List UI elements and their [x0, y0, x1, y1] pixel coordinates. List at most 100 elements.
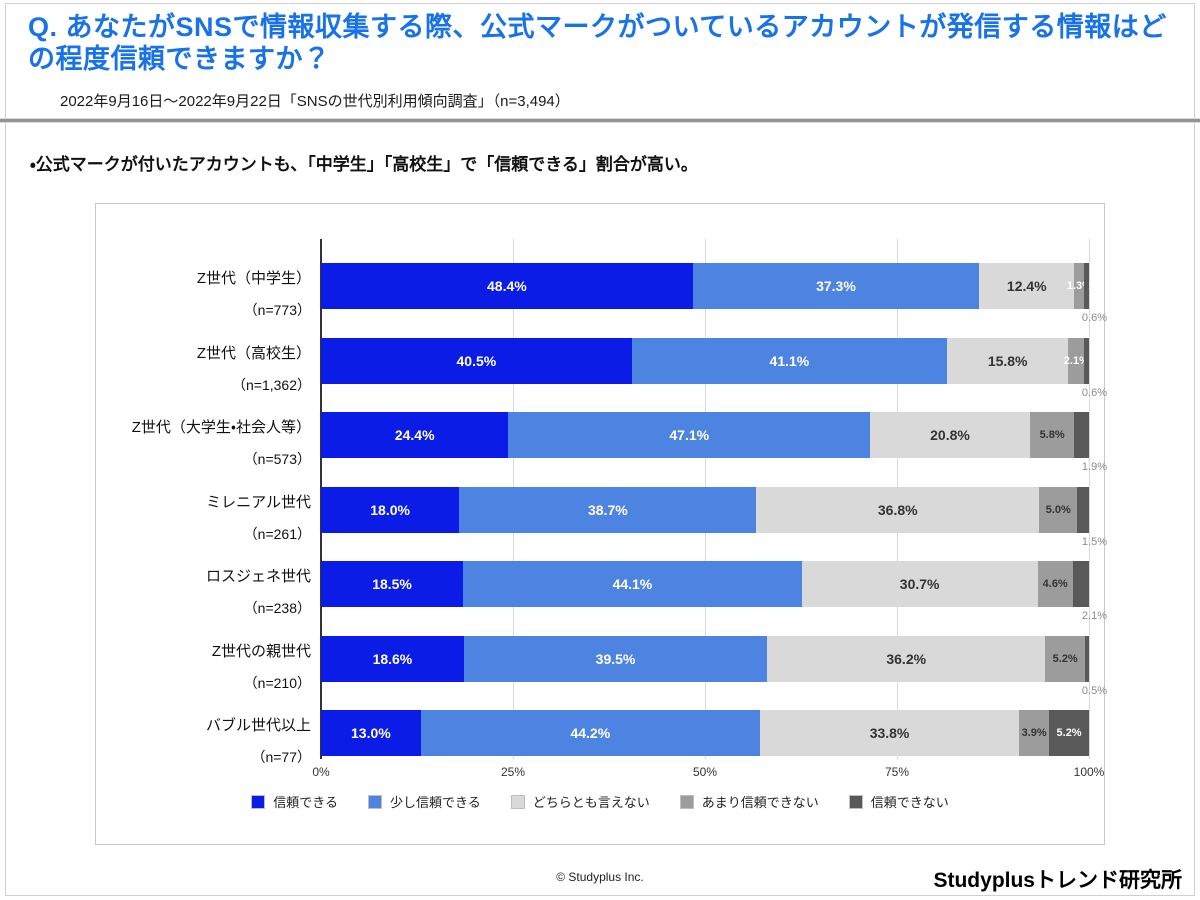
segment-value-label: 33.8%	[869, 725, 910, 741]
legend-item: どちらとも言えない	[510, 792, 650, 811]
segment-value-label: 44.1%	[612, 576, 653, 592]
legend-swatch-icon	[679, 794, 694, 809]
legend-label: 少し信頼できる	[389, 795, 481, 810]
segment-trustable: 24.4%	[321, 412, 509, 458]
sample-size: （n=77）	[251, 749, 311, 765]
segment-neither: 36.2%	[767, 635, 1046, 682]
segment-not-trustable	[1074, 412, 1089, 458]
x-tick-label: 75%	[884, 765, 910, 779]
segment-somewhat-trustable: 38.7%	[459, 486, 757, 533]
legend-swatch-icon	[367, 794, 382, 809]
segment-value-label-outside: 0.5%	[1081, 684, 1107, 697]
segment-not-very-trustable: 4.6%	[1037, 561, 1073, 607]
segment-not-trustable	[1072, 561, 1089, 607]
legend-label: あまり信頼できない	[701, 795, 819, 810]
segment-not-trustable	[1084, 337, 1089, 384]
segment-value-label: 40.5%	[456, 352, 497, 369]
segment-not-trustable	[1084, 263, 1089, 309]
row-label: Z世代（大学生・社会人等） （n=573）	[104, 420, 311, 466]
legend: 信頼できる 少し信頼できる どちらとも言えない あまり信頼できない 信頼できない	[96, 792, 1104, 811]
category-axis: Z世代（中学生） （n=773） Z世代（高校生） （n=1,362） Z世代（大学生・…	[104, 239, 311, 764]
legend-swatch-icon	[251, 794, 266, 809]
segment-somewhat-trustable: 47.1%	[508, 412, 871, 458]
segment-value-label: 5.8%	[1039, 429, 1065, 441]
legend-item: 少し信頼できる	[367, 792, 481, 811]
generation-name: Z世代（中学生）	[196, 270, 311, 287]
gridline	[1089, 239, 1090, 759]
segment-trustable: 18.6%	[321, 635, 464, 682]
segment-not-very-trustable: 5.8%	[1029, 412, 1075, 458]
generation-name: Z世代（高校生）	[196, 344, 311, 362]
segment-somewhat-trustable: 37.3%	[692, 263, 980, 309]
segment-neither: 20.8%	[870, 412, 1030, 458]
sample-size: （n=261）	[243, 525, 311, 542]
x-tick-label: 0%	[312, 765, 330, 779]
legend-label: 信頼できない	[870, 795, 949, 810]
segment-value-label: 2.1%	[1063, 354, 1089, 367]
segment-value-label: 39.5%	[595, 650, 636, 667]
generation-name: Z世代（大学生・社会人等）	[131, 419, 311, 436]
row-label: Z世代の親世代 （n=210）	[104, 644, 311, 690]
generation-name: ミレニアル世代	[206, 493, 311, 511]
segment-neither: 33.8%	[759, 710, 1020, 756]
chart-panel: Z世代（中学生） （n=773） Z世代（高校生） （n=1,362） Z世代（大学生・…	[95, 203, 1107, 845]
segment-value-label: 4.6%	[1042, 578, 1068, 590]
segment-value-label-outside: 1.9%	[1081, 461, 1107, 473]
segment-trustable: 18.5%	[321, 561, 464, 607]
segment-somewhat-trustable: 44.1%	[463, 561, 802, 607]
segment-value-label: 37.3%	[816, 278, 856, 294]
bar-row: 40.5% 41.1% 15.8% 2.1% 0.6%	[321, 337, 1107, 399]
sample-size: （n=1,362）	[232, 376, 311, 393]
segment-value-label: 24.4%	[394, 427, 435, 443]
bar-row: 24.4% 47.1% 20.8% 5.8% 1.9%	[321, 412, 1107, 473]
segment-not-very-trustable: 3.9%	[1019, 710, 1050, 756]
segment-somewhat-trustable: 39.5%	[463, 635, 768, 682]
question-title: Q. あなたがSNSで情報収集する際、公式マークがついているアカウントが発信する…	[28, 12, 1167, 74]
segment-not-very-trustable: 1.3%	[1067, 263, 1092, 309]
legend-swatch-icon	[510, 794, 525, 809]
segment-not-trustable: 5.2%	[1049, 710, 1089, 756]
legend-item: あまり信頼できない	[679, 792, 819, 811]
x-tick-label: 25%	[500, 765, 526, 779]
segment-somewhat-trustable: 41.1%	[631, 337, 948, 384]
segment-value-label: 44.2%	[570, 725, 611, 741]
segment-value-label: 36.2%	[886, 650, 927, 667]
bar-row: 48.4% 37.3% 12.4% 1.3% 0.6%	[321, 263, 1107, 324]
segment-not-very-trustable: 2.1%	[1064, 337, 1089, 384]
bar-row: 18.5% 44.1% 30.7% 4.6% 2.1%	[321, 561, 1107, 622]
row-label: ミレニアル世代 （n=261）	[104, 495, 311, 541]
segment-trustable: 40.5%	[321, 337, 632, 384]
x-tick-label: 100%	[1073, 765, 1105, 779]
segment-value-label: 3.9%	[1021, 727, 1047, 739]
plot-area: 0% 25% 50% 75% 100% 48.4% 37.3% 12.4% 1.3% 0.6% 40…	[312, 239, 1107, 779]
generation-name: ロスジェネ世代	[205, 568, 311, 585]
copyright: © Studyplus Inc.	[556, 870, 644, 884]
segment-trustable: 48.4%	[321, 263, 693, 309]
segment-value-label: 47.1%	[669, 427, 710, 443]
sample-size: （n=238）	[243, 600, 311, 616]
segment-trustable: 18.0%	[321, 486, 460, 533]
segment-not-very-trustable: 5.0%	[1039, 486, 1078, 533]
bar-row: 13.0% 44.2% 33.8% 3.9% 5.2%	[321, 710, 1089, 756]
row-label: Z世代（高校生） （n=1,362）	[104, 346, 311, 392]
sample-size: （n=773）	[243, 302, 311, 318]
segment-value-label-outside: 2.1%	[1081, 610, 1107, 622]
segment-value-label: 5.0%	[1045, 503, 1071, 516]
sample-size: （n=573）	[243, 451, 311, 467]
segment-value-label: 18.0%	[370, 501, 410, 518]
legend-swatch-icon	[848, 794, 863, 809]
survey-subtitle: 2022年9月16日～2022年9月22日「SNSの世代別利用傾向調査」（n=3…	[60, 92, 570, 110]
x-tick-label: 50%	[692, 765, 718, 779]
bar-row: 18.6% 39.5% 36.2% 5.2% 0.5%	[321, 635, 1107, 697]
generation-name: バブル世代以上	[205, 717, 311, 734]
segment-value-label: 41.1%	[769, 352, 810, 369]
segment-neither: 15.8%	[947, 337, 1069, 384]
header: Q. あなたがSNSで情報収集する際、公式マークがついているアカウントが発信する…	[28, 12, 1178, 111]
segment-value-label: 36.8%	[877, 501, 918, 518]
segment-not-trustable	[1077, 486, 1089, 533]
segment-value-label-outside: 0.6%	[1081, 312, 1107, 324]
bar-row: 18.0% 38.7% 36.8% 5.0% 1.5%	[321, 486, 1107, 548]
legend-label: 信頼できる	[273, 795, 338, 810]
legend-item: 信頼できない	[848, 792, 949, 811]
segment-neither: 36.8%	[756, 486, 1040, 533]
